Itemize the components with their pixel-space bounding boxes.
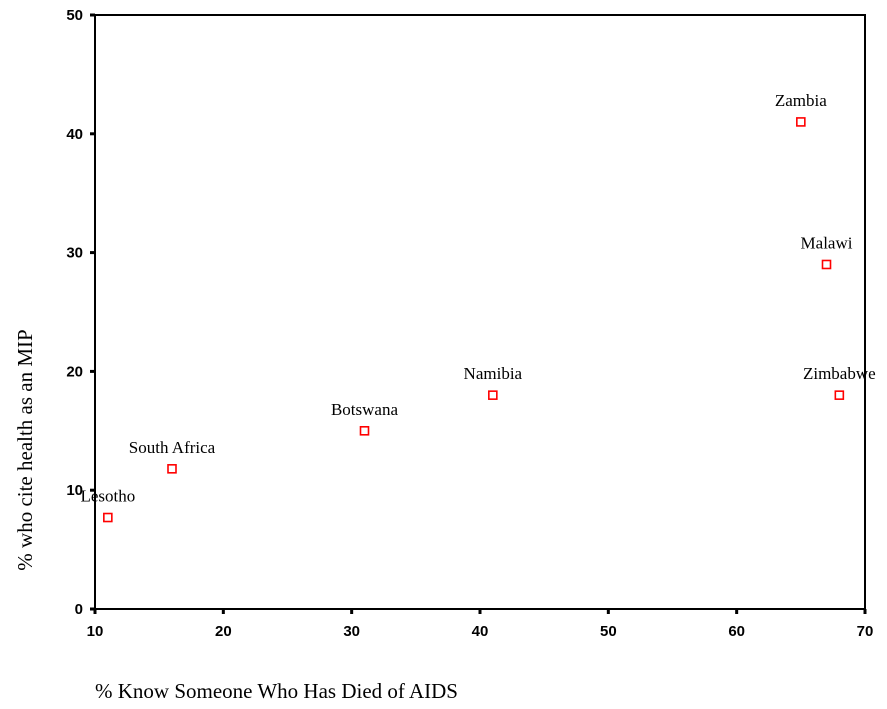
- plot-frame: [94, 14, 866, 610]
- point-label: Namibia: [464, 364, 523, 383]
- y-tick-label: 50: [66, 7, 83, 24]
- x-tick-label: 10: [87, 623, 104, 640]
- y-tick-label: 20: [66, 363, 83, 380]
- point-marker: [103, 512, 113, 523]
- y-tick-label: 30: [66, 245, 83, 262]
- y-tick-label: 10: [66, 482, 83, 499]
- point-label: Lesotho: [80, 487, 135, 506]
- point-label: Zimbabwe: [803, 364, 876, 383]
- point-marker: [167, 464, 177, 474]
- y-tick-label: 40: [66, 126, 83, 143]
- data-points: Lesotho South Africa Botswana Namibia Zambia…: [80, 91, 876, 523]
- point-label: Malawi: [801, 233, 853, 252]
- y-axis-title: % who cite health as an MIP: [13, 329, 37, 570]
- point-label: Botswana: [331, 400, 399, 419]
- point-marker: [488, 390, 498, 400]
- point-marker: [821, 259, 832, 270]
- x-tick-label: 50: [600, 623, 617, 640]
- x-axis-ticks: 10 20 30 40 50 60 70: [87, 609, 874, 640]
- point-marker: [359, 425, 370, 436]
- x-tick-label: 40: [472, 623, 489, 640]
- point-marker: [834, 390, 845, 400]
- x-tick-label: 60: [728, 623, 745, 640]
- y-axis-ticks: 0 10 20 30 40 50: [66, 7, 95, 618]
- x-axis-title: % Know Someone Who Has Died of AIDS: [95, 679, 458, 703]
- point-label: South Africa: [129, 438, 216, 457]
- x-tick-label: 20: [215, 623, 232, 640]
- point-label: Zambia: [775, 91, 827, 110]
- x-tick-label: 70: [857, 623, 874, 640]
- point-marker: [796, 117, 806, 127]
- x-tick-label: 30: [343, 623, 360, 640]
- y-tick-label: 0: [75, 601, 83, 618]
